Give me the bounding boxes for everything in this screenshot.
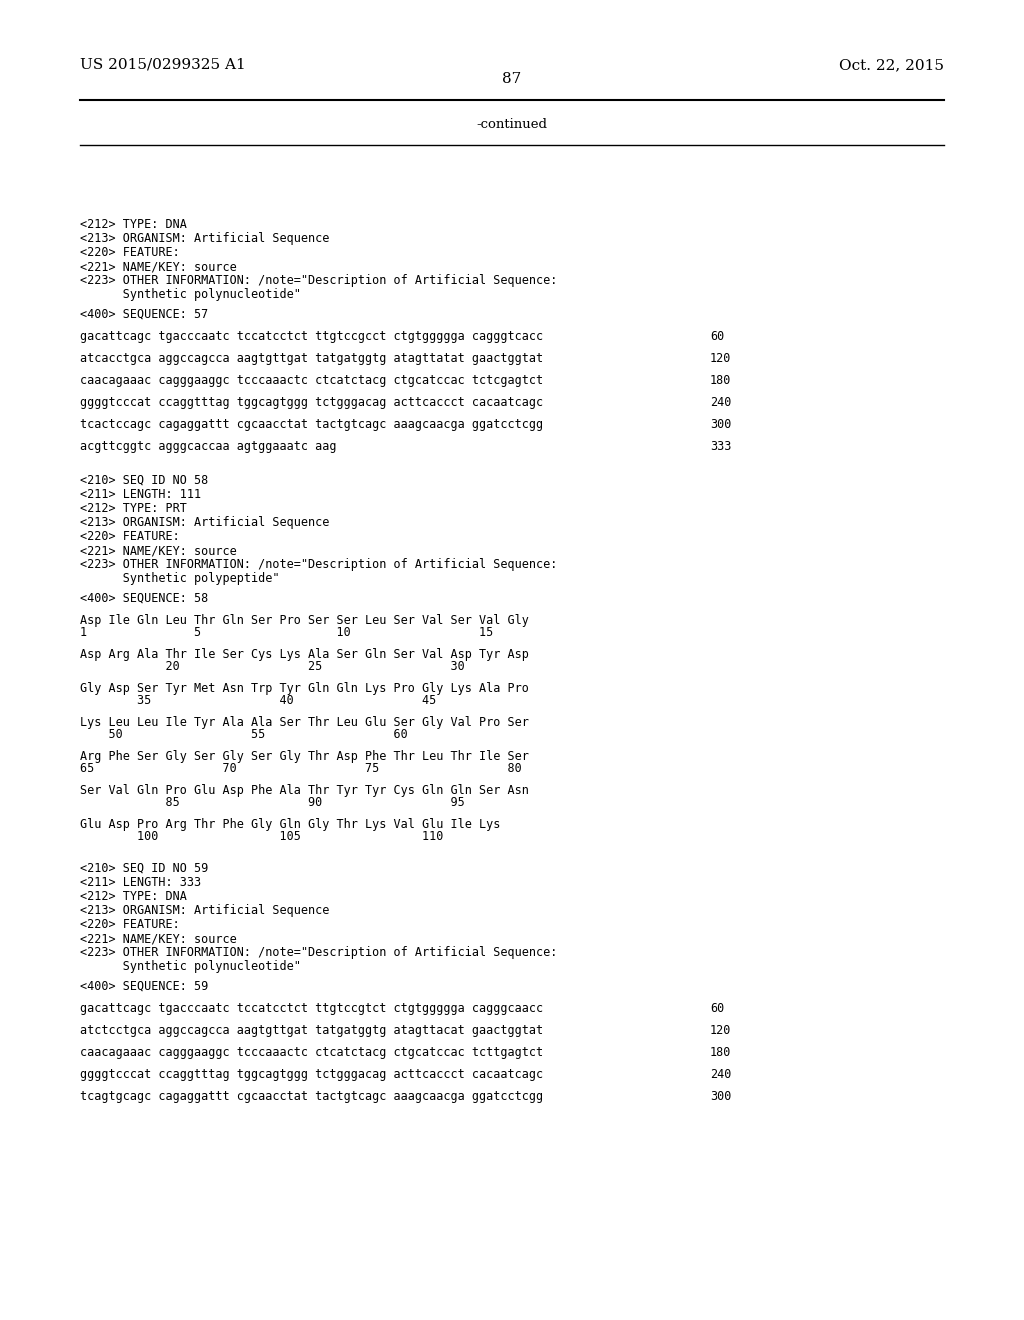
Text: <220> FEATURE:: <220> FEATURE:: [80, 917, 180, 931]
Text: <221> NAME/KEY: source: <221> NAME/KEY: source: [80, 932, 237, 945]
Text: <220> FEATURE:: <220> FEATURE:: [80, 531, 180, 543]
Text: 60: 60: [710, 330, 724, 343]
Text: 240: 240: [710, 396, 731, 409]
Text: 300: 300: [710, 418, 731, 432]
Text: ggggtcccat ccaggtttag tggcagtggg tctgggacag acttcaccct cacaatcagc: ggggtcccat ccaggtttag tggcagtggg tctggga…: [80, 396, 543, 409]
Text: tcactccagc cagaggattt cgcaacctat tactgtcagc aaagcaacga ggatcctcgg: tcactccagc cagaggattt cgcaacctat tactgtc…: [80, 418, 543, 432]
Text: 120: 120: [710, 1024, 731, 1038]
Text: atcacctgca aggccagcca aagtgttgat tatgatggtg atagttatat gaactggtat: atcacctgca aggccagcca aagtgttgat tatgatg…: [80, 352, 543, 366]
Text: <400> SEQUENCE: 59: <400> SEQUENCE: 59: [80, 979, 208, 993]
Text: 87: 87: [503, 73, 521, 86]
Text: <223> OTHER INFORMATION: /note="Description of Artificial Sequence:: <223> OTHER INFORMATION: /note="Descript…: [80, 275, 557, 286]
Text: atctcctgca aggccagcca aagtgttgat tatgatggtg atagttacat gaactggtat: atctcctgca aggccagcca aagtgttgat tatgatg…: [80, 1024, 543, 1038]
Text: Glu Asp Pro Arg Thr Phe Gly Gln Gly Thr Lys Val Glu Ile Lys: Glu Asp Pro Arg Thr Phe Gly Gln Gly Thr …: [80, 818, 501, 832]
Text: Ser Val Gln Pro Glu Asp Phe Ala Thr Tyr Tyr Cys Gln Gln Ser Asn: Ser Val Gln Pro Glu Asp Phe Ala Thr Tyr …: [80, 784, 528, 797]
Text: <211> LENGTH: 111: <211> LENGTH: 111: [80, 488, 201, 502]
Text: <221> NAME/KEY: source: <221> NAME/KEY: source: [80, 544, 237, 557]
Text: Oct. 22, 2015: Oct. 22, 2015: [839, 58, 944, 73]
Text: gacattcagc tgacccaatc tccatcctct ttgtccgtct ctgtggggga cagggcaacc: gacattcagc tgacccaatc tccatcctct ttgtccg…: [80, 1002, 543, 1015]
Text: <223> OTHER INFORMATION: /note="Description of Artificial Sequence:: <223> OTHER INFORMATION: /note="Descript…: [80, 558, 557, 572]
Text: <223> OTHER INFORMATION: /note="Description of Artificial Sequence:: <223> OTHER INFORMATION: /note="Descript…: [80, 946, 557, 960]
Text: <210> SEQ ID NO 58: <210> SEQ ID NO 58: [80, 474, 208, 487]
Text: US 2015/0299325 A1: US 2015/0299325 A1: [80, 58, 246, 73]
Text: 50                  55                  60: 50 55 60: [80, 729, 408, 741]
Text: Arg Phe Ser Gly Ser Gly Ser Gly Thr Asp Phe Thr Leu Thr Ile Ser: Arg Phe Ser Gly Ser Gly Ser Gly Thr Asp …: [80, 750, 528, 763]
Text: Synthetic polynucleotide": Synthetic polynucleotide": [80, 960, 301, 973]
Text: 333: 333: [710, 440, 731, 453]
Text: ggggtcccat ccaggtttag tggcagtggg tctgggacag acttcaccct cacaatcagc: ggggtcccat ccaggtttag tggcagtggg tctggga…: [80, 1068, 543, 1081]
Text: <210> SEQ ID NO 59: <210> SEQ ID NO 59: [80, 862, 208, 875]
Text: -continued: -continued: [476, 117, 548, 131]
Text: 20                  25                  30: 20 25 30: [80, 660, 465, 673]
Text: 100                 105                 110: 100 105 110: [80, 830, 443, 843]
Text: Gly Asp Ser Tyr Met Asn Trp Tyr Gln Gln Lys Pro Gly Lys Ala Pro: Gly Asp Ser Tyr Met Asn Trp Tyr Gln Gln …: [80, 682, 528, 696]
Text: <400> SEQUENCE: 57: <400> SEQUENCE: 57: [80, 308, 208, 321]
Text: 65                  70                  75                  80: 65 70 75 80: [80, 762, 522, 775]
Text: caacagaaac cagggaaggc tcccaaactc ctcatctacg ctgcatccac tctcgagtct: caacagaaac cagggaaggc tcccaaactc ctcatct…: [80, 374, 543, 387]
Text: 300: 300: [710, 1090, 731, 1104]
Text: 1               5                   10                  15: 1 5 10 15: [80, 626, 494, 639]
Text: 60: 60: [710, 1002, 724, 1015]
Text: <213> ORGANISM: Artificial Sequence: <213> ORGANISM: Artificial Sequence: [80, 232, 330, 246]
Text: <213> ORGANISM: Artificial Sequence: <213> ORGANISM: Artificial Sequence: [80, 516, 330, 529]
Text: <213> ORGANISM: Artificial Sequence: <213> ORGANISM: Artificial Sequence: [80, 904, 330, 917]
Text: Lys Leu Leu Ile Tyr Ala Ala Ser Thr Leu Glu Ser Gly Val Pro Ser: Lys Leu Leu Ile Tyr Ala Ala Ser Thr Leu …: [80, 715, 528, 729]
Text: 240: 240: [710, 1068, 731, 1081]
Text: <211> LENGTH: 333: <211> LENGTH: 333: [80, 876, 201, 888]
Text: 180: 180: [710, 374, 731, 387]
Text: gacattcagc tgacccaatc tccatcctct ttgtccgcct ctgtggggga cagggtcacc: gacattcagc tgacccaatc tccatcctct ttgtccg…: [80, 330, 543, 343]
Text: <220> FEATURE:: <220> FEATURE:: [80, 246, 180, 259]
Text: Synthetic polynucleotide": Synthetic polynucleotide": [80, 288, 301, 301]
Text: Asp Arg Ala Thr Ile Ser Cys Lys Ala Ser Gln Ser Val Asp Tyr Asp: Asp Arg Ala Thr Ile Ser Cys Lys Ala Ser …: [80, 648, 528, 661]
Text: <400> SEQUENCE: 58: <400> SEQUENCE: 58: [80, 591, 208, 605]
Text: 85                  90                  95: 85 90 95: [80, 796, 465, 809]
Text: <212> TYPE: DNA: <212> TYPE: DNA: [80, 890, 186, 903]
Text: tcagtgcagc cagaggattt cgcaacctat tactgtcagc aaagcaacga ggatcctcgg: tcagtgcagc cagaggattt cgcaacctat tactgtc…: [80, 1090, 543, 1104]
Text: Asp Ile Gln Leu Thr Gln Ser Pro Ser Ser Leu Ser Val Ser Val Gly: Asp Ile Gln Leu Thr Gln Ser Pro Ser Ser …: [80, 614, 528, 627]
Text: <212> TYPE: PRT: <212> TYPE: PRT: [80, 502, 186, 515]
Text: acgttcggtc agggcaccaa agtggaaatc aag: acgttcggtc agggcaccaa agtggaaatc aag: [80, 440, 337, 453]
Text: <212> TYPE: DNA: <212> TYPE: DNA: [80, 218, 186, 231]
Text: 35                  40                  45: 35 40 45: [80, 694, 436, 708]
Text: <221> NAME/KEY: source: <221> NAME/KEY: source: [80, 260, 237, 273]
Text: 120: 120: [710, 352, 731, 366]
Text: 180: 180: [710, 1045, 731, 1059]
Text: Synthetic polypeptide": Synthetic polypeptide": [80, 572, 280, 585]
Text: caacagaaac cagggaaggc tcccaaactc ctcatctacg ctgcatccac tcttgagtct: caacagaaac cagggaaggc tcccaaactc ctcatct…: [80, 1045, 543, 1059]
